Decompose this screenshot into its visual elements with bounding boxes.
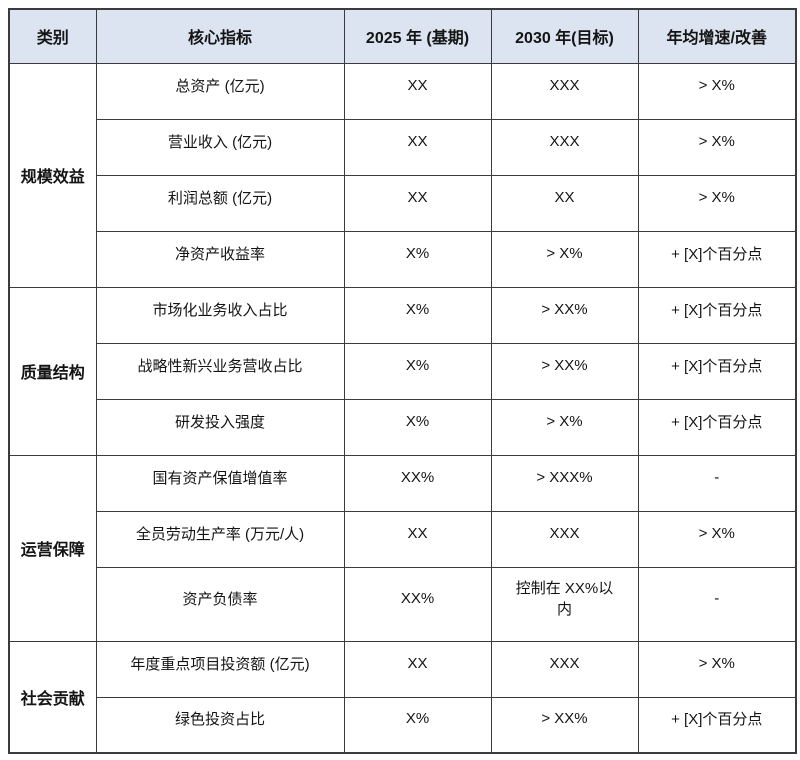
indicator-cell: 市场化业务收入占比 [95, 286, 345, 344]
base-value-cell: X% [343, 342, 492, 400]
target-value-cell: XXX [490, 510, 639, 568]
category-cell-scale-benefit: 规模效益 [8, 62, 97, 288]
growth-value-cell: + [X]个百分点 [637, 230, 797, 288]
base-value-cell: X% [343, 398, 492, 456]
target-value-cell: > X% [490, 398, 639, 456]
growth-value-cell: + [X]个百分点 [637, 342, 797, 400]
target-value-cell: > XX% [490, 286, 639, 344]
base-value-cell: XX% [343, 566, 492, 642]
growth-value-cell: - [637, 566, 797, 642]
target-value-cell: > XX% [490, 696, 639, 754]
table-row: 质量结构 市场化业务收入占比 X% > XX% + [X]个百分点 [8, 286, 797, 456]
column-header-indicator: 核心指标 [95, 8, 345, 64]
target-value-cell: XX [490, 174, 639, 232]
table-row: 资产负债率 XX% 控制在 XX%以 内 - [9, 566, 797, 642]
growth-value-cell: > X% [637, 62, 797, 120]
indicator-cell: 战略性新兴业务营收占比 [95, 342, 345, 400]
table-row: 规模效益 总资产 (亿元) XX XXX > X% [8, 62, 797, 288]
category-cell-operation-guarantee: 运营保障 [8, 454, 97, 642]
column-header-2025-base: 2025 年 (基期) [343, 8, 492, 64]
base-value-cell: X% [343, 230, 492, 288]
category-cell-social-contribution: 社会贡献 [8, 640, 97, 754]
growth-value-cell: > X% [637, 174, 797, 232]
indicator-cell: 营业收入 (亿元) [95, 118, 345, 176]
target-value-cell: XXX [490, 640, 639, 698]
table-row: 绿色投资占比 X% > XX% + [X]个百分点 [9, 696, 797, 754]
base-value-cell: X% [343, 286, 492, 344]
table-row: 战略性新兴业务营收占比 X% > XX% + [X]个百分点 [9, 342, 797, 400]
growth-value-cell: + [X]个百分点 [637, 398, 797, 456]
growth-value-cell: > X% [637, 510, 797, 568]
indicator-cell: 资产负债率 [95, 566, 345, 642]
table-row: 运营保障 国有资产保值增值率 XX% > XXX% - [8, 454, 797, 642]
growth-value-cell: > X% [637, 118, 797, 176]
table-row: 利润总额 (亿元) XX XX > X% [9, 174, 797, 232]
indicator-cell: 利润总额 (亿元) [95, 174, 345, 232]
indicator-cell: 总资产 (亿元) [95, 62, 345, 120]
base-value-cell: XX [343, 640, 492, 698]
indicator-cell: 绿色投资占比 [95, 696, 345, 754]
base-value-cell: X% [343, 696, 492, 754]
indicator-cell: 净资产收益率 [95, 230, 345, 288]
growth-value-cell: + [X]个百分点 [637, 286, 797, 344]
indicator-cell: 年度重点项目投资额 (亿元) [95, 640, 345, 698]
target-value-cell: 控制在 XX%以 内 [490, 566, 639, 642]
growth-value-cell: - [637, 454, 797, 512]
base-value-cell: XX% [343, 454, 492, 512]
target-value-cell: XXX [490, 118, 639, 176]
indicator-cell: 全员劳动生产率 (万元/人) [95, 510, 345, 568]
table-header-row: 类别 核心指标 2025 年 (基期) 2030 年(目标) 年均增速/改善 [8, 8, 797, 64]
target-value-cell: > XXX% [490, 454, 639, 512]
base-value-cell: XX [343, 510, 492, 568]
base-value-cell: XX [343, 118, 492, 176]
kpi-table: 类别 核心指标 2025 年 (基期) 2030 年(目标) 年均增速/改善 规… [8, 8, 797, 754]
table-row: 净资产收益率 X% > X% + [X]个百分点 [9, 230, 797, 288]
table-row: 全员劳动生产率 (万元/人) XX XXX > X% [9, 510, 797, 568]
table-row: 营业收入 (亿元) XX XXX > X% [9, 118, 797, 176]
column-header-category: 类别 [8, 8, 97, 64]
table-row: 社会贡献 年度重点项目投资额 (亿元) XX XXX > X% [8, 640, 797, 754]
column-header-growth: 年均增速/改善 [637, 8, 797, 64]
base-value-cell: XX [343, 174, 492, 232]
category-cell-quality-structure: 质量结构 [8, 286, 97, 456]
growth-value-cell: + [X]个百分点 [637, 696, 797, 754]
target-value-cell: > X% [490, 230, 639, 288]
base-value-cell: XX [343, 62, 492, 120]
table-row: 研发投入强度 X% > X% + [X]个百分点 [9, 398, 797, 456]
column-header-2030-target: 2030 年(目标) [490, 8, 639, 64]
indicator-cell: 国有资产保值增值率 [95, 454, 345, 512]
target-value-cell: XXX [490, 62, 639, 120]
indicator-cell: 研发投入强度 [95, 398, 345, 456]
target-value-cell: > XX% [490, 342, 639, 400]
growth-value-cell: > X% [637, 640, 797, 698]
